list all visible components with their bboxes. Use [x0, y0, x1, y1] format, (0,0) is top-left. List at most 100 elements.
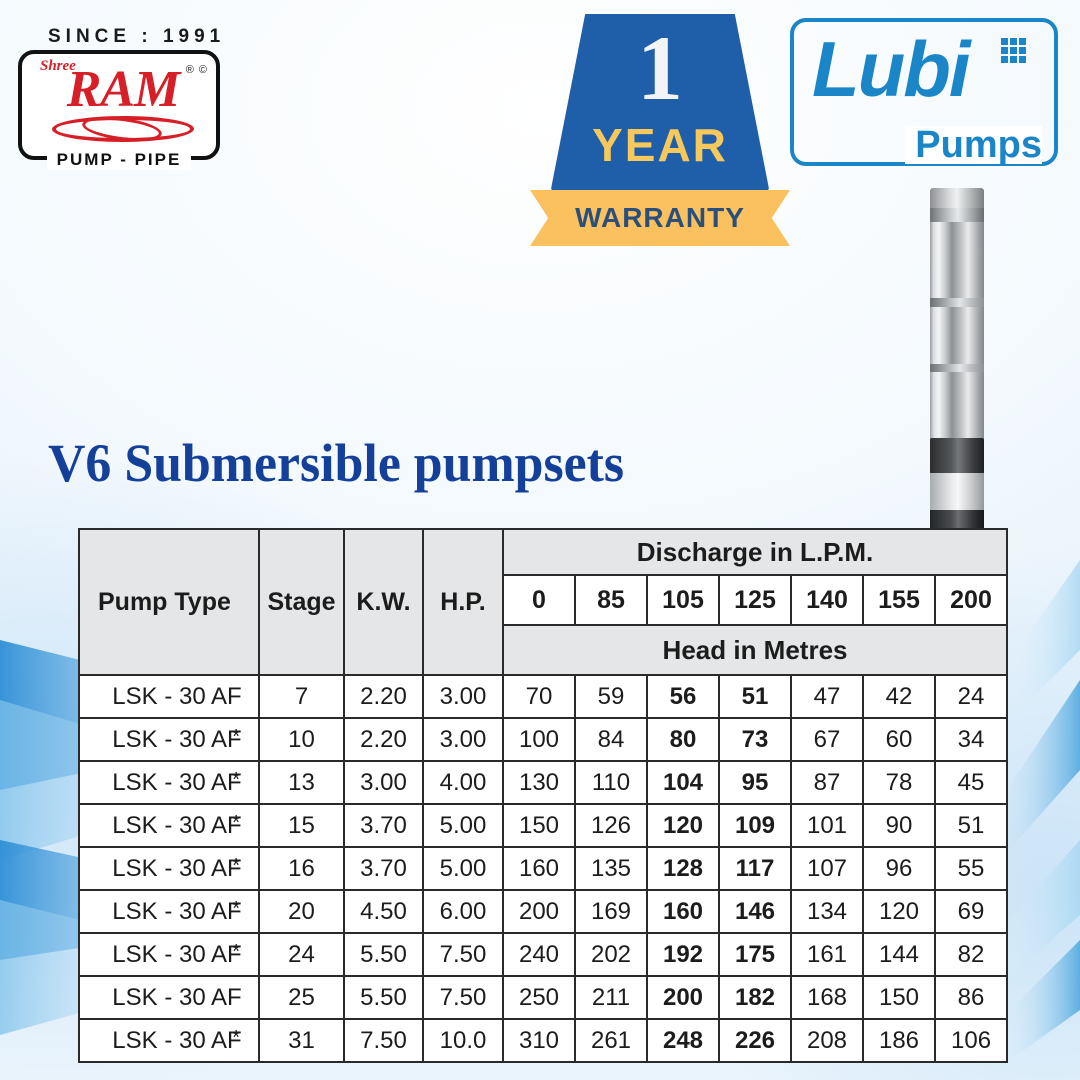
- pump-type-label: LSK - 30 AF: [112, 1026, 242, 1054]
- warranty-ribbon: WARRANTY: [530, 190, 790, 246]
- cell-head-0: 240: [502, 932, 576, 977]
- cell-hp: 6.00: [422, 889, 504, 934]
- cell-kw: 3.70: [343, 846, 424, 891]
- cell-head-200: 24: [933, 674, 1009, 719]
- cell-head-125: 73: [718, 717, 792, 762]
- table-row: LSK - 30 AF * 20 4.50 6.00 200 169 160 146 134 120…: [78, 889, 1009, 934]
- col-header-lpm-155: 155: [862, 574, 936, 626]
- cell-head-200: 51: [933, 803, 1009, 848]
- col-header-lpm-85: 85: [574, 574, 648, 626]
- col-header-hp: H.P.: [422, 528, 504, 676]
- cell-head-85: 84: [574, 717, 648, 762]
- group-header-head: Head in Metres: [501, 624, 1009, 676]
- cell-head-155: 78: [862, 760, 936, 805]
- lubi-wordmark: Lubi: [812, 25, 971, 113]
- since-label: SINCE : 1991: [48, 26, 226, 47]
- cell-head-105: 248: [646, 1018, 720, 1063]
- cell-kw: 2.20: [343, 674, 424, 719]
- table-row: LSK - 30 AF 25 5.50 7.50 250 211 200 182 168 150 8…: [78, 975, 1009, 1020]
- cell-pump-type: LSK - 30 AF *: [78, 846, 260, 891]
- spec-table-wrapper: Pump Type Stage K.W. H.P. Discharge in L…: [78, 528, 1009, 1063]
- cell-head-85: 110: [574, 760, 648, 805]
- cell-head-140: 107: [790, 846, 864, 891]
- cell-hp: 5.00: [422, 803, 504, 848]
- cell-head-200: 55: [933, 846, 1009, 891]
- cell-head-155: 120: [862, 889, 936, 934]
- pump-type-asterisk: *: [232, 726, 240, 748]
- cell-head-0: 130: [502, 760, 576, 805]
- cell-head-155: 60: [862, 717, 936, 762]
- cell-head-200: 82: [933, 932, 1009, 977]
- lubi-logo: Lubi Pumps: [790, 18, 1058, 166]
- table-row: LSK - 30 AF * 13 3.00 4.00 130 110 104 95 87 78 45: [78, 760, 1009, 805]
- cell-head-105: 160: [646, 889, 720, 934]
- cell-head-105: 56: [646, 674, 720, 719]
- pump-type-asterisk: *: [232, 941, 240, 963]
- cell-head-200: 45: [933, 760, 1009, 805]
- shree-ram-logo: Shree ® © RAM PUMP - PIPE: [18, 50, 220, 170]
- col-header-pump-type: Pump Type: [78, 528, 260, 676]
- cell-stage: 7: [258, 674, 345, 719]
- pump-type-asterisk: *: [232, 898, 240, 920]
- cell-stage: 24: [258, 932, 345, 977]
- pump-type-label: LSK - 30 AF: [112, 983, 242, 1011]
- cell-head-140: 87: [790, 760, 864, 805]
- cell-head-125: 146: [718, 889, 792, 934]
- warranty-badge: 1 YEAR WARRANTY: [530, 14, 790, 264]
- table-row: LSK - 30 AF 7 2.20 3.00 70 59 56 51 47 42 24: [78, 674, 1009, 719]
- cell-pump-type: LSK - 30 AF *: [78, 932, 260, 977]
- pump-pipe-tagline: PUMP - PIPE: [46, 150, 192, 170]
- lubi-dots-icon: [1001, 38, 1026, 63]
- cell-head-140: 208: [790, 1018, 864, 1063]
- pump-type-label: LSK - 30 AF: [112, 897, 242, 925]
- cell-stage: 31: [258, 1018, 345, 1063]
- group-header-discharge: Discharge in L.P.M.: [501, 528, 1009, 576]
- cell-stage: 10: [258, 717, 345, 762]
- cell-head-0: 200: [502, 889, 576, 934]
- cell-hp: 10.0: [422, 1018, 504, 1063]
- cell-head-85: 126: [574, 803, 648, 848]
- cell-head-140: 168: [790, 975, 864, 1020]
- cell-stage: 25: [258, 975, 345, 1020]
- table-row: LSK - 30 AF * 24 5.50 7.50 240 202 192 175 161 144…: [78, 932, 1009, 977]
- cell-head-155: 42: [862, 674, 936, 719]
- table-head: Pump Type Stage K.W. H.P. Discharge in L…: [78, 528, 1009, 676]
- col-header-kw: K.W.: [343, 528, 424, 676]
- pump-pipe-tagline-wrap: PUMP - PIPE: [22, 150, 216, 170]
- cell-kw: 5.50: [343, 932, 424, 977]
- cell-hp: 4.00: [422, 760, 504, 805]
- table-row: LSK - 30 AF * 10 2.20 3.00 100 84 80 73 67 60 34: [78, 717, 1009, 762]
- cell-head-105: 200: [646, 975, 720, 1020]
- cell-head-200: 106: [933, 1018, 1009, 1063]
- cell-stage: 16: [258, 846, 345, 891]
- cell-head-105: 120: [646, 803, 720, 848]
- cell-pump-type: LSK - 30 AF *: [78, 1018, 260, 1063]
- cell-pump-type: LSK - 30 AF: [78, 975, 260, 1020]
- cell-head-140: 67: [790, 717, 864, 762]
- table-row: LSK - 30 AF * 16 3.70 5.00 160 135 128 117 107 96 5…: [78, 846, 1009, 891]
- cell-kw: 5.50: [343, 975, 424, 1020]
- cell-stage: 20: [258, 889, 345, 934]
- pump-type-asterisk: *: [232, 769, 240, 791]
- pump-type-label: LSK - 30 AF: [112, 682, 242, 710]
- cell-hp: 3.00: [422, 717, 504, 762]
- cell-kw: 4.50: [343, 889, 424, 934]
- cell-pump-type: LSK - 30 AF *: [78, 760, 260, 805]
- cell-head-0: 310: [502, 1018, 576, 1063]
- cell-head-155: 90: [862, 803, 936, 848]
- cell-head-0: 100: [502, 717, 576, 762]
- pump-type-label: LSK - 30 AF: [112, 768, 242, 796]
- cell-head-0: 250: [502, 975, 576, 1020]
- cell-pump-type: LSK - 30 AF *: [78, 889, 260, 934]
- cell-head-125: 182: [718, 975, 792, 1020]
- cell-head-155: 144: [862, 932, 936, 977]
- header-row-lpm-values: 0 85 105 125 140 155 200: [79, 574, 1009, 626]
- col-header-lpm-140: 140: [790, 574, 864, 626]
- pump-type-label: LSK - 30 AF: [112, 940, 242, 968]
- cell-head-140: 47: [790, 674, 864, 719]
- cell-head-125: 95: [718, 760, 792, 805]
- cell-head-140: 161: [790, 932, 864, 977]
- pump-type-label: LSK - 30 AF: [112, 725, 242, 753]
- pump-type-asterisk: *: [232, 1027, 240, 1049]
